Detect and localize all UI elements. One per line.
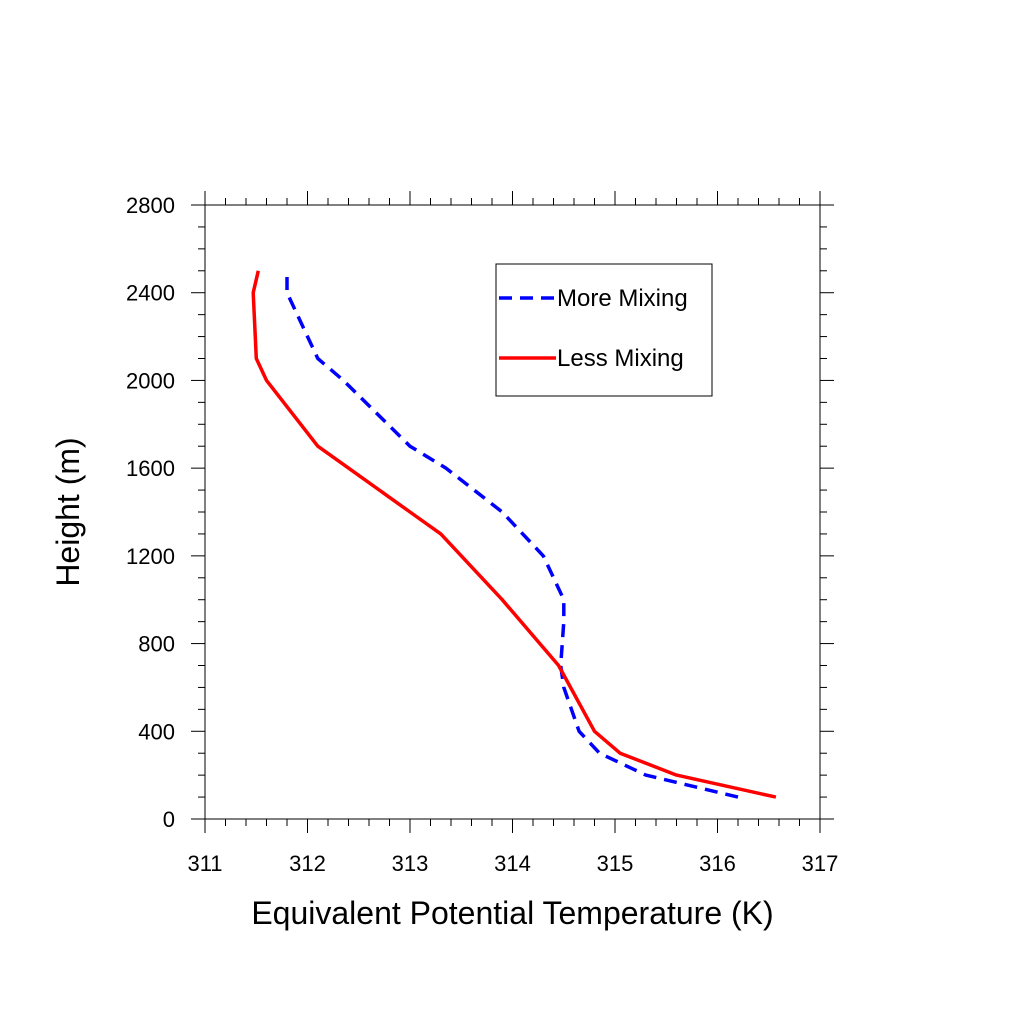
- x-tick-label: 314: [494, 851, 531, 876]
- x-tick-label: 317: [802, 851, 839, 876]
- series-line-less-mixing: [251, 270, 777, 799]
- y-tick-label: 2800: [126, 193, 175, 218]
- x-tick-label: 312: [289, 851, 326, 876]
- y-tick-label: 1600: [126, 456, 175, 481]
- axis-ticks: [191, 191, 834, 833]
- y-tick-label: 0: [163, 807, 175, 832]
- tick-labels: 311 312 313 314 315 316 317 0 400 800 1200 1600 2000…: [126, 193, 838, 876]
- plot-frame: [204, 204, 821, 820]
- x-tick-label: 315: [597, 851, 634, 876]
- legend-label-less-mixing: Less Mixing: [557, 345, 684, 372]
- x-tick-label: 316: [699, 851, 736, 876]
- series-layer: [251, 270, 777, 799]
- legend-label-more-mixing: More Mixing: [557, 285, 688, 312]
- legend: More Mixing Less Mixing: [495, 263, 713, 397]
- series-line-more-mixing: [285, 270, 739, 799]
- x-tick-label: 313: [392, 851, 429, 876]
- legend-box: [495, 263, 713, 397]
- x-axis-title: Equivalent Potential Temperature (K): [251, 895, 773, 931]
- y-tick-label: 800: [138, 632, 175, 657]
- y-tick-label: 400: [138, 719, 175, 744]
- x-tick-label: 311: [187, 851, 222, 876]
- y-axis-title: Height (m): [50, 437, 86, 586]
- y-tick-label: 1200: [126, 544, 175, 569]
- y-tick-label: 2000: [126, 368, 175, 393]
- y-tick-label: 2400: [126, 281, 175, 306]
